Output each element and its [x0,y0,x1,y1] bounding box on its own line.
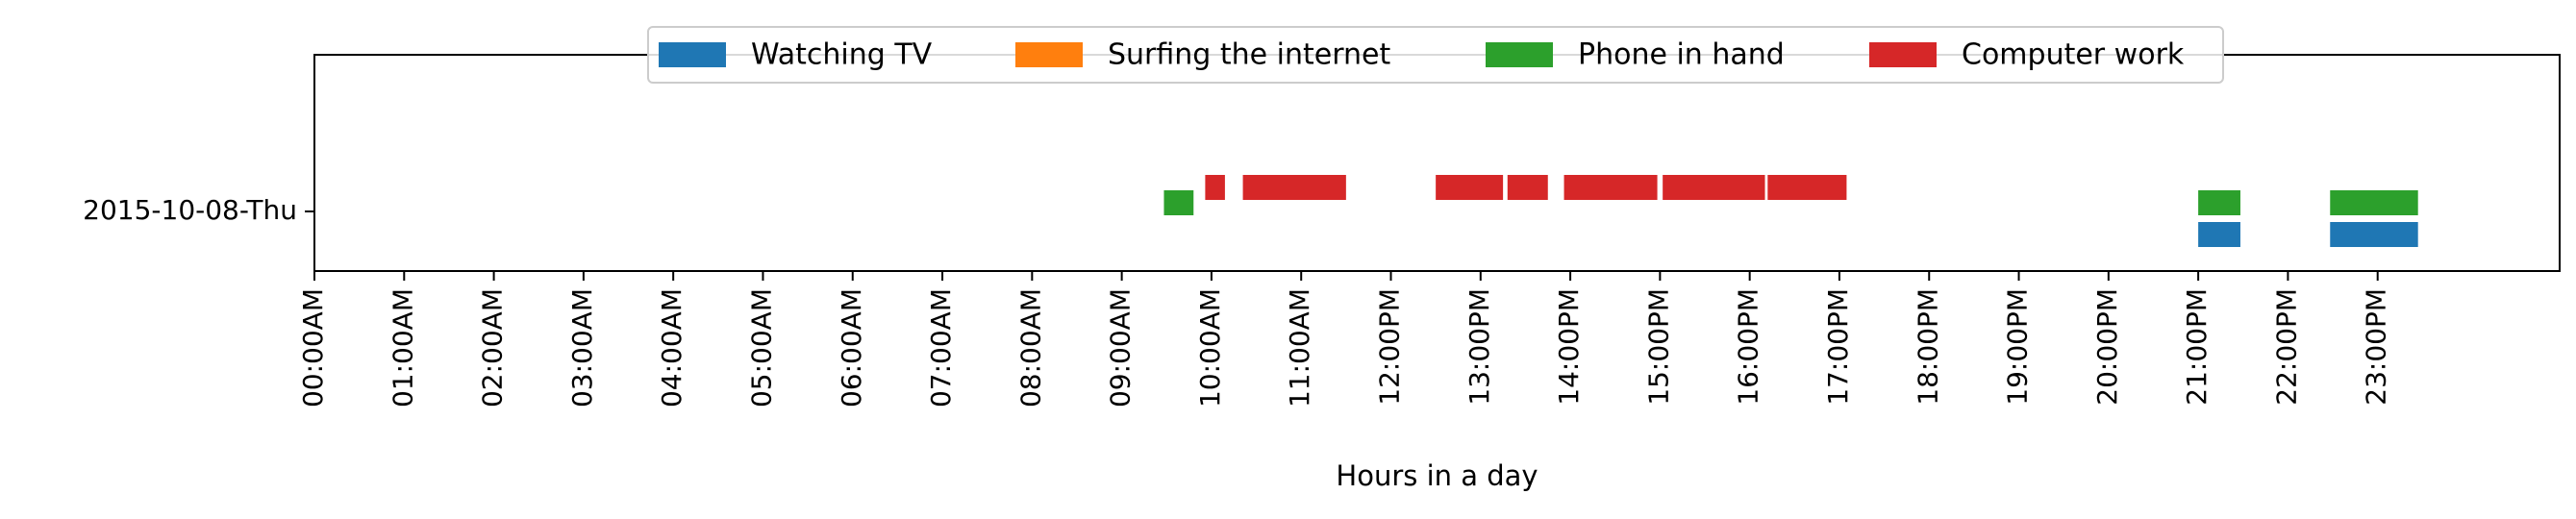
x-tick-label: 08:00AM [1014,288,1046,408]
bars-layer [1163,175,2418,247]
y-category-label: 2015-10-08-Thu [83,194,297,226]
bar-phone-in-hand [1163,190,1194,215]
x-tick-label: 02:00AM [477,288,509,408]
bar-computer-work [1507,175,1548,200]
x-axis: 00:00AM 01:00AM 02:00AM 03:00AM 04:00AM 05:00… [297,271,2392,408]
x-tick-label: 21:00PM [2181,288,2213,406]
bar-computer-work [1767,175,1847,200]
x-tick-label: 04:00AM [656,288,688,408]
bar-watching-tv [2330,222,2418,247]
bar-watching-tv [2198,222,2240,247]
x-tick-label: 14:00PM [1553,288,1585,406]
bar-computer-work [1436,175,1504,200]
x-tick-label: 00:00AM [297,288,329,408]
legend-swatch-watching-tv [659,42,726,67]
bar-computer-work [1205,175,1225,200]
x-tick-label: 23:00PM [2361,288,2392,406]
x-tick-label: 19:00PM [2002,288,2034,406]
x-tick-label: 06:00AM [836,288,867,408]
x-tick-label: 03:00AM [566,288,598,408]
x-tick-label: 01:00AM [387,288,418,408]
x-tick-label: 16:00PM [1733,288,1764,406]
legend-swatch-surfing-the-internet [1015,42,1083,67]
x-tick-label: 10:00AM [1194,288,1226,408]
x-tick-label: 17:00PM [1822,288,1854,406]
x-tick-label: 07:00AM [925,288,957,408]
legend-swatch-computer-work [1869,42,1937,67]
x-tick-label: 12:00PM [1374,288,1406,406]
legend: Watching TV Surfing the internet Phone in … [647,26,2224,84]
bar-computer-work [1242,175,1346,200]
bar-phone-in-hand [2198,190,2240,215]
legend-label-watching-tv: Watching TV [751,38,933,72]
x-axis-title: Hours in a day [1336,459,1538,492]
legend-box [647,26,2224,84]
x-tick-label: 11:00AM [1284,288,1315,408]
x-tick-label: 09:00AM [1105,288,1137,408]
bar-computer-work [1563,175,1658,200]
x-tick-label: 15:00PM [1642,288,1674,406]
legend-label-computer-work: Computer work [1962,38,2185,72]
legend-swatch-phone-in-hand [1486,42,1553,67]
x-tick-label: 13:00PM [1463,288,1495,406]
x-tick-label: 05:00AM [745,288,777,408]
bar-phone-in-hand [2330,190,2418,215]
legend-label-phone-in-hand: Phone in hand [1578,38,1785,72]
bar-computer-work [1663,175,1765,200]
x-tick-label: 22:00PM [2270,288,2302,406]
legend-label-surfing-the-internet: Surfing the internet [1108,38,1390,72]
y-axis: 2015-10-08-Thu [83,194,314,226]
x-tick-label: 18:00PM [1912,288,1943,406]
x-tick-label: 20:00PM [2091,288,2123,406]
